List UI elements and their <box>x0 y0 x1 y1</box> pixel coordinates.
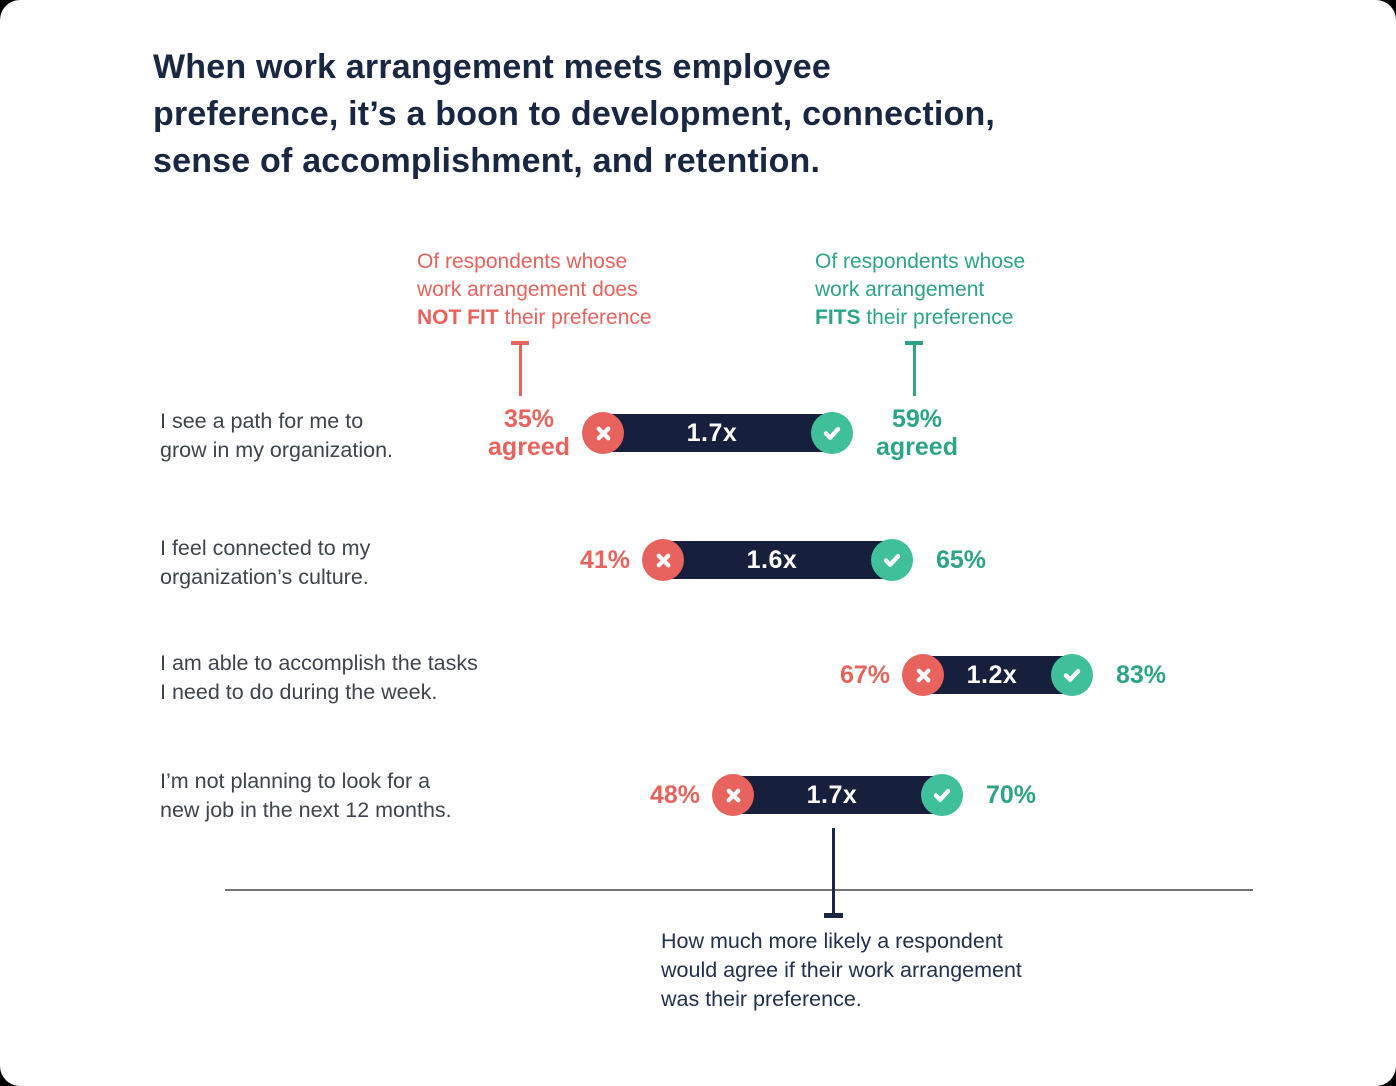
not-fit-percentage: 67% <box>840 661 890 689</box>
footnote-pointer-stem <box>831 828 835 913</box>
not-fit-percentage: 35% agreed <box>488 405 570 461</box>
not-fit-percentage: 48% <box>650 781 700 809</box>
x-icon <box>582 412 624 454</box>
multiplier-bar: 1.7x <box>722 776 942 814</box>
fits-percentage: 70% <box>986 781 1036 809</box>
stat-bar-row: 48% 1.7x 70% <box>650 774 1036 816</box>
fits-percentage: 65% <box>936 546 986 574</box>
footnote-line-2: would agree if their work arrangement <box>661 958 1022 982</box>
legend-fits-rest: their preference <box>860 306 1014 329</box>
footnote: How much more likely a respondent would … <box>661 927 1022 1014</box>
title-line-1: When work arrangement meets employee <box>153 48 831 86</box>
legend-fits-line-2: work arrangement <box>815 278 985 301</box>
multiplier-bar: 1.7x <box>592 414 832 452</box>
not-fit-pct-suffix: agreed <box>488 433 570 461</box>
check-icon <box>921 774 963 816</box>
multiplier-bar: 1.6x <box>652 541 892 579</box>
fits-percentage: 59% agreed <box>876 405 958 461</box>
fits-pct-suffix: agreed <box>876 433 958 461</box>
x-icon <box>902 654 944 696</box>
not-fit-percentage: 41% <box>580 546 630 574</box>
statement-line: grow in my organization. <box>160 438 394 462</box>
statement-label: I feel connected to my organization’s cu… <box>160 534 370 592</box>
divider-rule <box>225 889 1253 891</box>
legend-not-fit-rest: their preference <box>498 306 652 329</box>
fits-pct-value: 83% <box>1116 661 1167 689</box>
not-fit-pct-value: 67% <box>839 661 890 689</box>
statement-line: I see a path for me to <box>160 409 364 433</box>
fits-pointer-stem <box>912 341 916 396</box>
legend-not-fit-note: Of respondents whose work arrangement do… <box>417 248 652 332</box>
multiplier-value: 1.7x <box>686 418 738 447</box>
statement-line: I am able to accomplish the tasks <box>160 651 478 675</box>
legend-fits-line-1: Of respondents whose <box>815 250 1026 273</box>
not-fit-pct-value: 35% <box>503 405 555 433</box>
page-title: When work arrangement meets employee pre… <box>153 44 995 185</box>
statement-line: I need to do during the week. <box>160 680 438 704</box>
title-line-3: sense of accomplishment, and retention. <box>153 142 821 180</box>
check-icon <box>811 412 853 454</box>
multiplier-value: 1.6x <box>746 545 798 574</box>
not-fit-pointer-stem <box>518 341 522 396</box>
fits-percentage: 83% <box>1116 661 1166 689</box>
not-fit-pct-value: 41% <box>579 546 630 574</box>
fits-pct-value: 65% <box>936 546 987 574</box>
legend-not-fit-bold: NOT FIT <box>417 306 499 329</box>
statement-line: new job in the next 12 months. <box>160 798 452 822</box>
legend-not-fit-line-2: work arrangement does <box>417 278 638 301</box>
x-icon <box>642 539 684 581</box>
statement-label: I’m not planning to look for a new job i… <box>160 767 452 825</box>
legend-not-fit-line-1: Of respondents whose <box>417 250 628 273</box>
footnote-pointer-cap <box>823 913 843 918</box>
footnote-line-3: was their preference. <box>661 987 862 1011</box>
legend-fits-note: Of respondents whose work arrangement FI… <box>815 248 1025 332</box>
fits-pct-value: 70% <box>986 781 1037 809</box>
statement-line: I feel connected to my <box>160 536 371 560</box>
title-line-2: preference, it’s a boon to development, … <box>153 95 996 133</box>
multiplier-value: 1.7x <box>806 780 858 809</box>
check-icon <box>1051 654 1093 696</box>
statement-line: I’m not planning to look for a <box>160 769 431 793</box>
check-icon <box>871 539 913 581</box>
statement-label: I see a path for me to grow in my organi… <box>160 407 393 465</box>
stat-bar-row: 41% 1.6x 65% <box>580 539 986 581</box>
statement-line: organization’s culture. <box>160 565 369 589</box>
x-icon <box>712 774 754 816</box>
statement-label: I am able to accomplish the tasks I need… <box>160 649 478 707</box>
legend-fits-line-3: FITS their preference <box>815 304 1025 332</box>
not-fit-pct-value: 48% <box>649 781 700 809</box>
footnote-line-1: How much more likely a respondent <box>661 929 1003 953</box>
legend-not-fit-line-3: NOT FIT their preference <box>417 304 652 332</box>
legend-fits-bold: FITS <box>815 306 861 329</box>
multiplier-value: 1.2x <box>966 660 1018 689</box>
fits-pct-value: 59% <box>891 405 943 433</box>
stat-bar-row: 35% agreed 1.7x 59% agreed <box>488 405 958 461</box>
stat-bar-row: 67% 1.2x 83% <box>840 654 1166 696</box>
